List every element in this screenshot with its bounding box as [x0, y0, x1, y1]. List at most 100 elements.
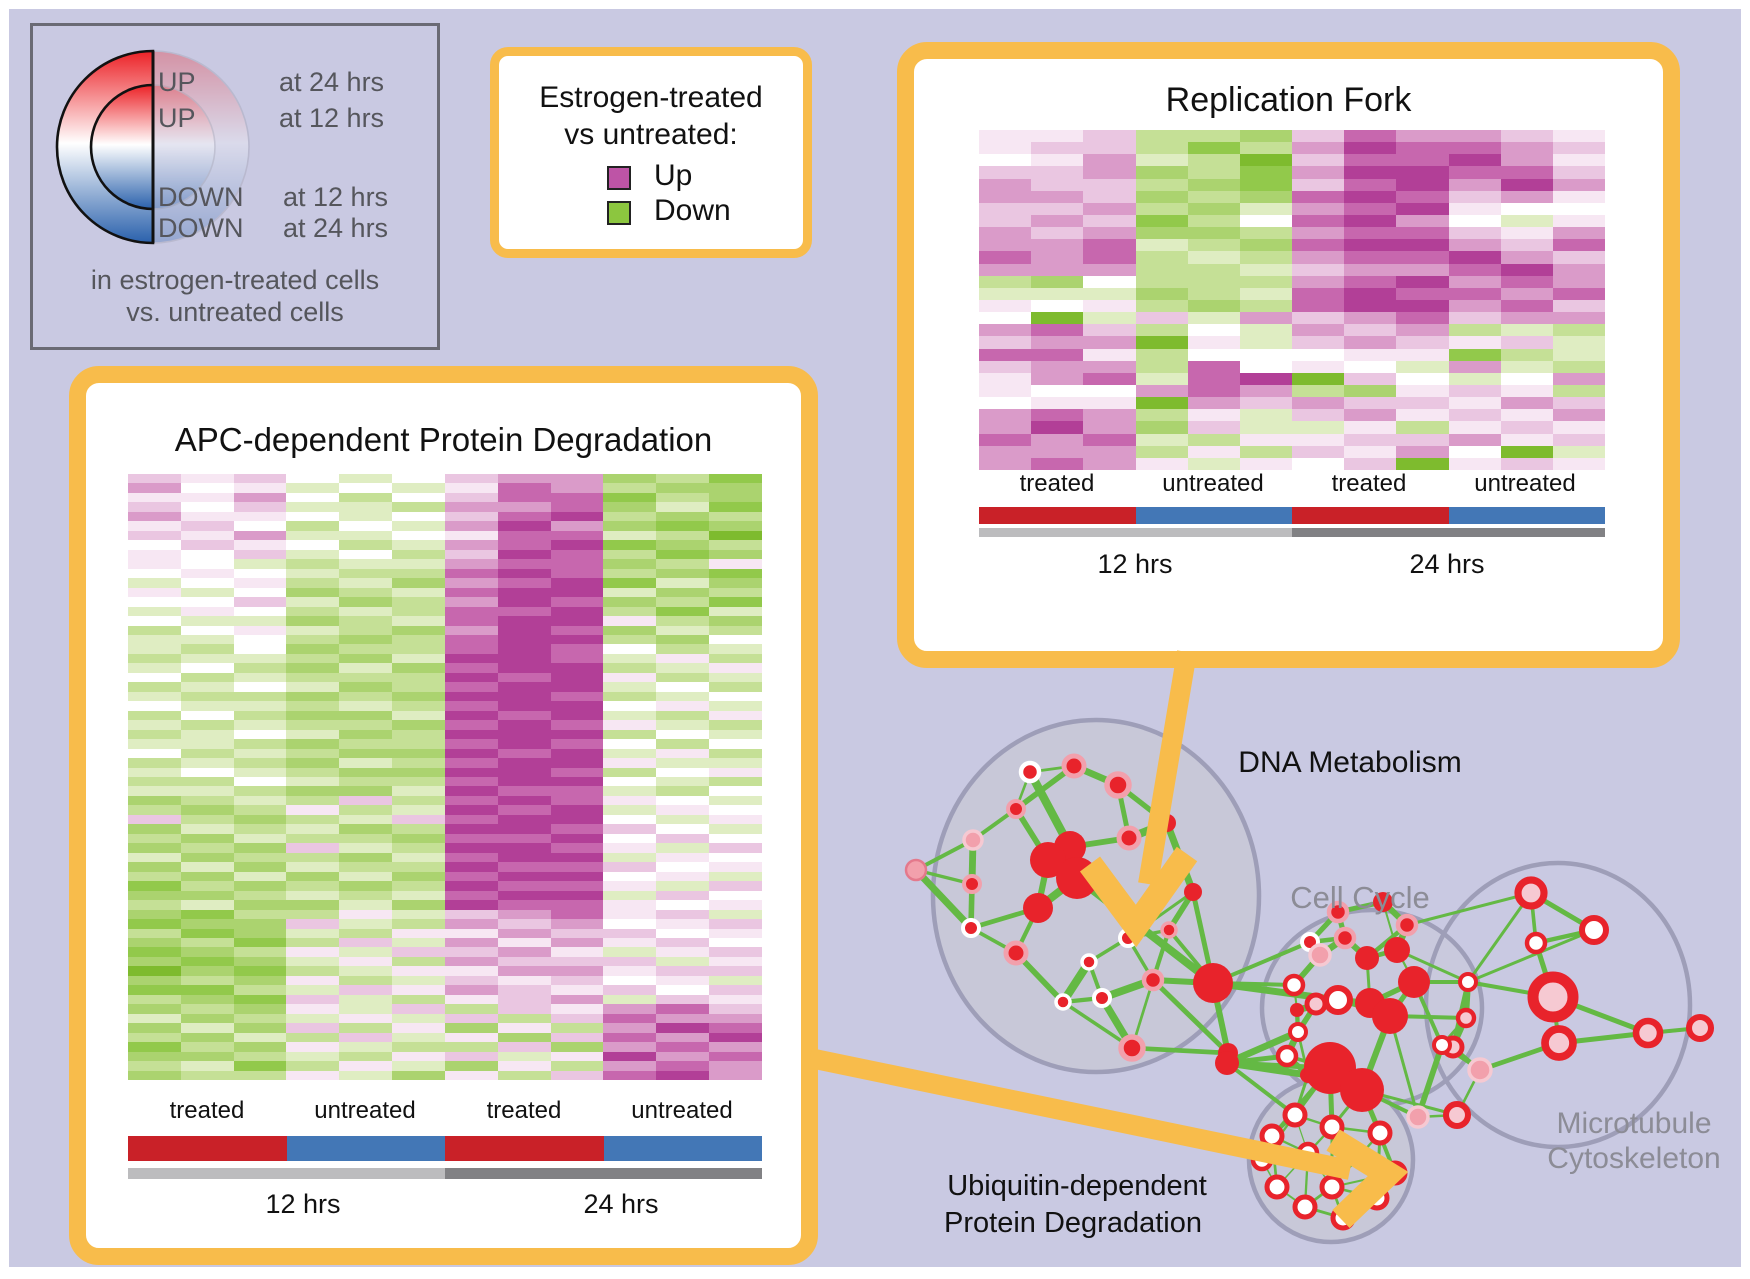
- legend-word-down24: DOWN: [158, 213, 244, 243]
- apc-bar-untreated-12: [286, 1136, 445, 1161]
- heatmap-row: [128, 492, 762, 503]
- heatmap-row: [128, 587, 762, 598]
- heatmap-row: [979, 227, 1606, 240]
- heatmap-row: [128, 852, 762, 863]
- apc-group-label-3: treated: [486, 1097, 562, 1124]
- up-swatch: [607, 166, 631, 190]
- heatmap-row: [128, 777, 762, 787]
- rf-time-bar: [979, 528, 1605, 537]
- heatmap-row: [128, 729, 762, 740]
- heatmap-row: [128, 758, 762, 768]
- rf-condition-bar: [979, 507, 1605, 524]
- estrogen-legend: Estrogen-treated vs untreated: Up Down: [490, 47, 812, 258]
- rf-group-label-2: untreated: [1162, 470, 1264, 497]
- heatmap-row: [128, 625, 762, 635]
- heatmap-row: [128, 701, 762, 711]
- apc-timebar-12: [128, 1168, 445, 1179]
- heatmap-row: [128, 549, 762, 560]
- heatmap-row: [128, 474, 762, 484]
- legend-word-up24: UP: [158, 67, 196, 97]
- heatmap-row: [128, 919, 762, 929]
- legend-time-down24: at 24 hrs: [283, 213, 389, 243]
- up-label: Up: [654, 159, 693, 192]
- estrogen-legend-title-line1: Estrogen-treated: [539, 81, 763, 114]
- heatmap-row: [979, 372, 1606, 385]
- heatmap-row: [979, 299, 1606, 313]
- legend-note-line1: in estrogen-treated cells: [90, 265, 380, 295]
- legend-time-up12: at 12 hrs: [279, 103, 385, 133]
- heatmap-row: [979, 409, 1606, 422]
- apc-condition-bar: [128, 1136, 762, 1161]
- apc-group-label-1: treated: [169, 1097, 245, 1124]
- legend-time-up24: at 24 hrs: [279, 67, 385, 97]
- rf-bar-untreated-24: [1448, 507, 1605, 524]
- heatmap-row: [128, 568, 762, 579]
- heatmap-row: [979, 275, 1606, 288]
- heatmap-row: [128, 739, 762, 749]
- rf-group-label-1: treated: [1019, 470, 1095, 497]
- heatmap-row: [979, 190, 1606, 203]
- heatmap-row: [128, 578, 762, 588]
- heatmap-row: [979, 397, 1606, 410]
- heatmap-row: [128, 720, 762, 730]
- heatmap-row: [128, 710, 762, 721]
- apc-heatmap: [128, 474, 762, 1080]
- heatmap-row: [979, 324, 1606, 337]
- heatmap-row: [979, 433, 1606, 446]
- heatmap-row: [128, 871, 762, 882]
- heatmap-row: [128, 540, 762, 550]
- heatmap-row: [979, 166, 1606, 179]
- heatmap-row: [128, 616, 762, 626]
- heatmap-row: [128, 985, 762, 995]
- rf-12hrs-label: 12 hrs: [1097, 549, 1173, 579]
- heatmap-row: [128, 1051, 762, 1062]
- heatmap-row: [128, 521, 762, 531]
- rf-bar-treated-24: [1292, 507, 1449, 524]
- heatmap-row: [979, 312, 1606, 325]
- apc-time-bar: [128, 1168, 762, 1179]
- heatmap-row: [979, 421, 1606, 434]
- heatmap-row: [128, 833, 762, 844]
- heatmap-row: [979, 384, 1606, 398]
- apc-group-label-2: untreated: [314, 1097, 416, 1124]
- heatmap-row: [128, 1032, 762, 1043]
- heatmap-row: [128, 937, 762, 948]
- heatmap-row: [128, 663, 762, 673]
- heatmap-row: [128, 843, 762, 853]
- apc-bar-treated-24: [445, 1136, 604, 1161]
- updown-time-legend: UP at 24 hrs UP at 12 hrs DOWN at 12 hrs…: [30, 23, 440, 350]
- heatmap-row: [128, 1061, 762, 1071]
- legend-word-down12: DOWN: [158, 182, 244, 212]
- heatmap-row: [979, 178, 1606, 191]
- heatmap-row: [979, 142, 1606, 155]
- rf-group-label-3: treated: [1331, 470, 1407, 497]
- heatmap-row: [979, 348, 1606, 361]
- heatmap-row: [128, 748, 762, 759]
- heatmap-row: [128, 947, 762, 957]
- apc-24hrs-label: 24 hrs: [583, 1189, 659, 1219]
- heatmap-row: [128, 1042, 762, 1052]
- concentric-gradient-icon: [55, 49, 250, 245]
- heatmap-row: [128, 530, 762, 541]
- rf-bar-treated-12: [979, 507, 1136, 524]
- apc-title: APC-dependent Protein Degradation: [174, 421, 713, 458]
- heatmap-row: [128, 644, 762, 654]
- heatmap-row: [128, 1013, 762, 1024]
- heatmap-row: [128, 682, 762, 692]
- heatmap-row: [128, 1070, 762, 1080]
- replication-fork-panel: Replication Fork treated untreated treat…: [897, 42, 1680, 668]
- heatmap-row: [128, 1023, 762, 1033]
- replication-fork-title: Replication Fork: [1165, 81, 1412, 119]
- apc-timebar-24: [445, 1168, 762, 1179]
- heatmap-row: [128, 975, 762, 986]
- heatmap-row: [128, 956, 762, 967]
- heatmap-row: [128, 483, 762, 493]
- legend-word-up12: UP: [158, 103, 196, 133]
- heatmap-row: [128, 890, 762, 901]
- heatmap-row: [979, 130, 1606, 143]
- heatmap-row: [128, 691, 762, 702]
- heatmap-row: [979, 457, 1606, 470]
- heatmap-row: [128, 824, 762, 834]
- rf-timebar-12: [979, 528, 1292, 537]
